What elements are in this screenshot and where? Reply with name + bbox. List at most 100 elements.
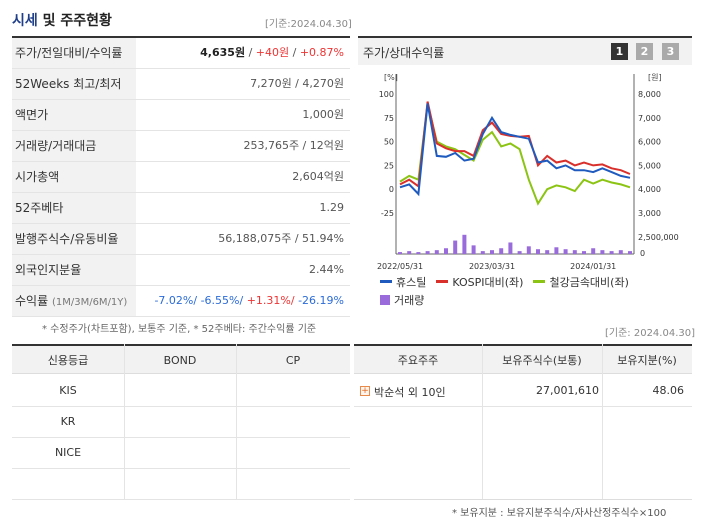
left-tick-label: 0 (389, 185, 394, 194)
credit-row (12, 469, 350, 500)
credit-agency: KIS (59, 384, 77, 397)
chart-button-2[interactable]: 2 (636, 43, 653, 60)
left-tick-label: 100 (379, 90, 394, 99)
volume-bar (462, 234, 467, 254)
expand-icon[interactable]: + (360, 386, 370, 396)
info-row-label: 발행주식수/유동비율 (12, 224, 136, 254)
chart-button-1[interactable]: 1 (611, 43, 628, 60)
volume-bar (582, 251, 586, 254)
credit-row: KR (12, 407, 350, 438)
volume-bar (517, 251, 522, 254)
info-row: 시가총액 2,604억원 (12, 162, 350, 193)
volume-bar (554, 247, 559, 254)
info-row: 발행주식수/유동비율 56,188,075주 / 51.94% (12, 224, 350, 255)
legend-item: 휴스틸 (380, 274, 426, 290)
volume-zero-label: 0 (640, 249, 645, 258)
volume-bar (453, 240, 458, 254)
left-tick-label: 75 (384, 114, 394, 123)
chart-button-3[interactable]: 3 (662, 43, 679, 60)
volume-bar (490, 250, 494, 254)
volume-bar (618, 250, 623, 254)
footnote-left: * 수정주가(차트포함), 보통주 기준, * 52주베타: 주간수익률 기준 (42, 324, 317, 335)
base-date-right: [기준: 2024.04.30] (605, 328, 696, 339)
credit-row: NICE (12, 438, 350, 469)
info-row-value: 7,270원 / 4,270원 (250, 77, 344, 90)
left-tick-label: 50 (384, 138, 394, 147)
info-row-value: 4,635원 / +40원 / +0.87% (200, 46, 344, 59)
holder-row: + 박순석 외 10인 27,001,610 48.06 (354, 376, 692, 407)
volume-bar (444, 248, 448, 254)
info-row-value: 2,604억원 (292, 170, 344, 183)
info-row-label: 52Weeks 최고/최저 (12, 69, 136, 99)
volume-bar (499, 248, 504, 254)
volume-bar (425, 251, 430, 254)
volume-bar (407, 251, 412, 254)
credit-col-divider (124, 344, 125, 499)
info-row-label: 액면가 (12, 100, 136, 130)
left-unit-label: [%] (384, 73, 398, 82)
left-tick-label: -25 (381, 209, 394, 218)
volume-bar (398, 252, 402, 254)
right-tick-label: 7,000 (638, 114, 661, 123)
volume-bar (471, 245, 476, 254)
legend-swatch-line (436, 280, 449, 283)
series-line (399, 103, 631, 206)
top-border-left (12, 36, 350, 38)
holder-col-divider (482, 344, 483, 499)
info-row: 외국인지분율 2.44% (12, 255, 350, 286)
x-tick-label: 2022/05/31 (377, 262, 423, 271)
holder-table-header: 주요주주 보유주식수(보통) 보유지분(%) (354, 344, 692, 374)
info-row-value: 2.44% (309, 263, 344, 276)
volume-bar (600, 250, 605, 254)
right-unit-label: [원] (648, 73, 662, 82)
right-tick-label: 6,000 (638, 138, 661, 147)
volume-bar (480, 251, 485, 254)
volume-bar (536, 249, 540, 254)
holder-shares: 27,001,610 (536, 384, 599, 397)
volume-bar (545, 250, 550, 254)
right-tick-label: 5,000 (638, 161, 661, 170)
legend-item: 철강금속대비(좌) (533, 274, 629, 290)
volume-tick-label: 2,500,000 (638, 233, 679, 242)
title-keyword: 시세 (12, 13, 38, 29)
info-row-value: 1,000원 (302, 108, 344, 121)
credit-agency: KR (60, 415, 76, 428)
legend-item: 거래량 (380, 292, 424, 308)
footnote-right: * 보유지분 : 보유지분주식수/자사산정주식수×100 (452, 508, 667, 519)
volume-bar (591, 248, 596, 254)
base-date: [기준:2024.04.30] (265, 19, 352, 30)
credit-header-bond: BOND (163, 354, 197, 367)
volume-bar (508, 242, 513, 254)
credit-row: KIS (12, 376, 350, 407)
series-line (399, 103, 631, 197)
title-rest: 및 주주현황 (42, 13, 112, 29)
credit-header-grade: 신용등급 (47, 354, 89, 367)
holder-table-bottom (354, 499, 692, 500)
info-row-value: 253,765주 / 12억원 (243, 139, 344, 152)
volume-bar (434, 250, 439, 254)
right-tick-label: 4,000 (638, 185, 661, 194)
x-tick-label: 2023/03/31 (469, 262, 515, 271)
info-row-label: 외국인지분율 (12, 255, 136, 285)
volume-bar (572, 250, 577, 254)
credit-agency: NICE (54, 446, 82, 459)
volume-bar (609, 251, 614, 254)
chart-legend: 휴스틸 KOSPI대비(좌) 철강금속대비(좌) 거래량 (380, 274, 690, 310)
volume-bar (628, 251, 632, 254)
holder-header-shares: 보유주식수(보통) (502, 354, 582, 367)
info-row: 액면가 1,000원 (12, 100, 350, 131)
info-row-value: 56,188,075주 / 51.94% (218, 232, 344, 245)
holder-name[interactable]: 박순석 외 10인 (374, 386, 446, 399)
right-tick-label: 3,000 (638, 209, 661, 218)
volume-bar (563, 249, 568, 254)
legend-swatch-line (380, 280, 392, 283)
info-row: 52Weeks 최고/최저 7,270원 / 4,270원 (12, 69, 350, 100)
holder-col-divider (602, 344, 603, 499)
returns-label: 수익률 (1M/3M/6M/1Y) (12, 286, 136, 316)
returns-values: -7.02%/ -6.55%/ +1.31%/ -26.19% (154, 294, 344, 307)
legend-item: KOSPI대비(좌) (436, 274, 523, 290)
right-tick-label: 8,000 (638, 90, 661, 99)
info-row-label: 시가총액 (12, 162, 136, 192)
credit-table-header: 신용등급 BOND CP (12, 344, 350, 374)
legend-swatch-box (380, 295, 390, 305)
